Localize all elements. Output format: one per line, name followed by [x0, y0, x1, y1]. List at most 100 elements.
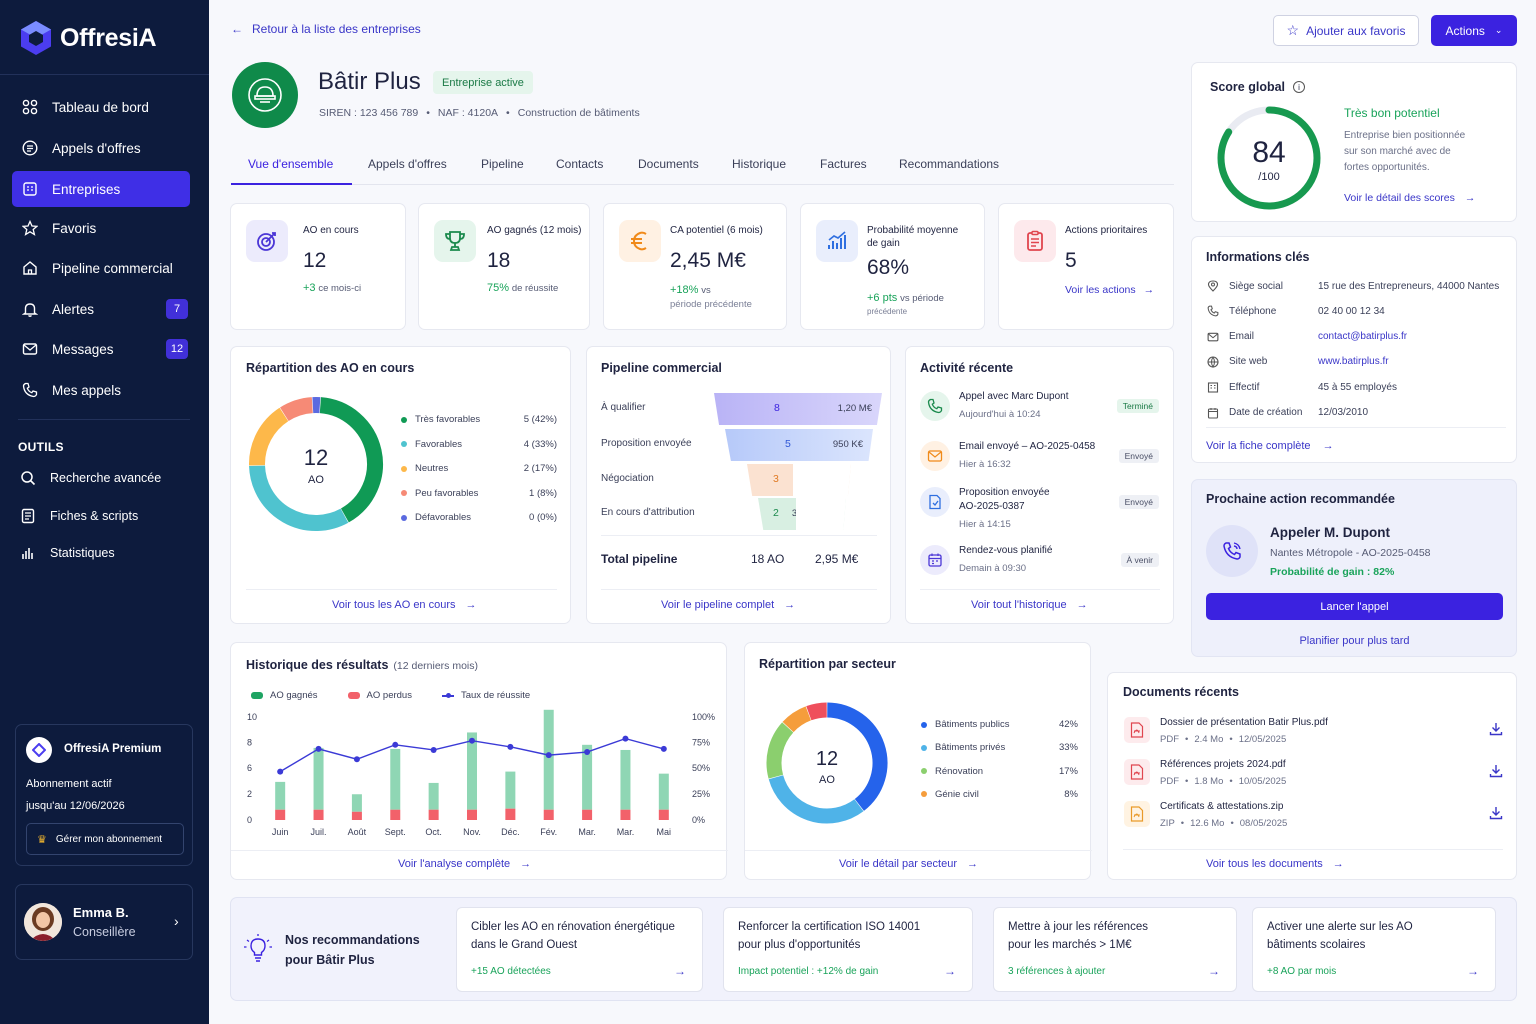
legend-dot: [921, 721, 927, 728]
download-icon[interactable]: [1489, 764, 1503, 781]
euro-icon: [619, 220, 661, 262]
document-name[interactable]: Références projets 2024.pdf: [1160, 759, 1286, 770]
recommendation-card[interactable]: Renforcer la certification ISO 14001 pour…: [723, 907, 973, 992]
tab[interactable]: Vue d'ensemble: [248, 157, 334, 171]
download-icon[interactable]: [1489, 806, 1503, 823]
next-action-probability: Probabilité de gain : 82%: [1270, 566, 1395, 578]
sidebar-item[interactable]: Pipeline commercial: [12, 250, 190, 286]
legend-value: 8%: [1064, 788, 1078, 800]
rate-point: [507, 743, 514, 750]
add-favorite-button[interactable]: ☆ Ajouter aux favoris: [1273, 15, 1419, 46]
crown-icon: ♛: [37, 833, 47, 846]
tab[interactable]: Appels d'offres: [368, 157, 447, 171]
tab[interactable]: Documents: [638, 157, 699, 171]
kpi-link[interactable]: Voir les actions →: [1065, 284, 1154, 296]
tab[interactable]: Pipeline: [481, 157, 524, 171]
arrow-right-icon: →: [1332, 858, 1344, 870]
user-profile-card[interactable]: Emma B. Conseillère ›: [15, 884, 193, 960]
info-value: 12/03/2010: [1318, 407, 1369, 418]
premium-expiry: jusqu'au 12/06/2026: [26, 800, 125, 812]
info-value[interactable]: www.batirplus.fr: [1318, 356, 1389, 368]
manage-subscription-button[interactable]: ♛ Gérer mon abonnement: [26, 823, 184, 855]
sidebar-item-label: Alertes: [52, 301, 95, 317]
legend-line-marker: [441, 692, 454, 698]
notification-badge: 7: [166, 299, 188, 319]
ao-distribution-title: Répartition des AO en cours: [246, 361, 415, 375]
actions-button[interactable]: Actions ⌄: [1431, 15, 1517, 46]
kpi-value: 5: [1065, 249, 1077, 272]
info-icon[interactable]: i: [1293, 81, 1306, 93]
bar-won: [313, 747, 324, 810]
sidebar-item[interactable]: Tableau de bord: [12, 89, 190, 125]
pipeline-stage-bar[interactable]: 3500 K€: [747, 464, 851, 496]
sidebar-item-label: Tableau de bord: [52, 99, 149, 115]
kpi-delta: +6 pts: [867, 292, 898, 304]
sidebar-item[interactable]: Appels d'offres: [12, 130, 190, 166]
all-documents-link[interactable]: Voir tous les documents →: [1206, 858, 1344, 870]
pipeline-stage-bar[interactable]: 2300 K€: [758, 498, 846, 530]
pipeline-full-link[interactable]: Voir le pipeline complet →: [661, 599, 795, 611]
tab[interactable]: Recommandations: [899, 157, 1000, 171]
bar-won: [428, 782, 439, 810]
info-value[interactable]: contact@batirplus.fr: [1318, 331, 1408, 343]
star-outline-icon: ☆: [1286, 22, 1300, 38]
phone-icon: [22, 382, 38, 398]
full-analysis-link[interactable]: Voir l'analyse complète →: [398, 858, 531, 870]
document-name[interactable]: Dossier de présentation Batir Plus.pdf: [1160, 717, 1328, 728]
download-icon[interactable]: [1489, 722, 1503, 739]
pipeline-stage-bar[interactable]: 8 1,20 M€: [714, 393, 882, 425]
all-ao-link[interactable]: Voir tous les AO en cours →: [332, 599, 477, 611]
schedule-later-link[interactable]: Planifier pour plus tard: [1299, 635, 1410, 647]
recommendation-card[interactable]: Mettre à jour les références pour les mar…: [993, 907, 1237, 992]
bar-won: [390, 748, 401, 810]
bar-lost: [351, 811, 362, 820]
calendar-icon: [1207, 407, 1219, 419]
activity-title[interactable]: Proposition envoyée: [959, 487, 1050, 498]
tool-item[interactable]: Fiches & scripts: [20, 508, 138, 524]
recommendation-card[interactable]: Cibler les AO en rénovation énergétique d…: [456, 907, 703, 992]
legend-value: 5 (42%): [523, 414, 557, 425]
score-gauge: [1217, 106, 1321, 210]
tab[interactable]: Historique: [732, 157, 787, 171]
back-link[interactable]: ← Retour à la liste des entreprises: [231, 22, 421, 36]
recommendation-card[interactable]: Activer une alerte sur les AO bâtiments s…: [1252, 907, 1496, 992]
activity-title[interactable]: Rendez-vous planifié: [959, 545, 1053, 556]
tab[interactable]: Factures: [820, 157, 867, 171]
tab[interactable]: Contacts: [556, 157, 604, 171]
sidebar-item[interactable]: Mes appels: [12, 372, 190, 408]
activity-title[interactable]: Appel avec Marc Dupont: [959, 391, 1069, 402]
y-tick-right: 0%: [692, 815, 705, 825]
kpi-value: 68%: [867, 256, 910, 279]
document-meta: PDF • 1.8 Mo • 10/05/2025: [1160, 776, 1287, 787]
activity-title[interactable]: Email envoyé – AO-2025-0458: [959, 441, 1096, 452]
sidebar-item[interactable]: Alertes 7: [12, 291, 190, 327]
home-icon: [22, 260, 38, 276]
pipeline-stage-bar[interactable]: 5 950 K€: [725, 429, 873, 461]
document-name[interactable]: Certificats & attestations.zip: [1160, 801, 1284, 812]
sidebar-item[interactable]: Messages 12: [12, 331, 190, 367]
activity-history-link[interactable]: Voir tout l'historique →: [971, 599, 1088, 611]
legend-dot: [921, 791, 927, 798]
pipeline-total-amount: 2,95 M€: [815, 552, 859, 566]
recommendation-meta: Impact potentiel : +12% de gain: [738, 966, 879, 977]
sidebar-item-label: Pipeline commercial: [52, 260, 173, 276]
bar-lost: [275, 809, 286, 820]
tool-item[interactable]: Statistiques: [20, 545, 115, 561]
sidebar-item[interactable]: Favoris: [12, 210, 190, 246]
kpi-subtext-line2: période précédente: [670, 299, 752, 310]
tool-item[interactable]: Recherche avancée: [20, 470, 161, 486]
legend-dot: [921, 744, 927, 751]
score-desc-line: Entreprise bien positionnée: [1344, 130, 1466, 141]
sector-detail-link[interactable]: Voir le détail par secteur →: [839, 858, 978, 870]
kpi-card: AO gagnés (12 mois) 18 75% de réussite: [418, 203, 590, 330]
sidebar-item[interactable]: Entreprises: [12, 171, 190, 207]
score-desc-line: fortes opportunités.: [1344, 162, 1430, 173]
sector-slice: [806, 702, 828, 721]
full-profile-link[interactable]: Voir la fiche complète →: [1206, 440, 1334, 452]
start-call-button[interactable]: Lancer l'appel: [1206, 593, 1503, 620]
legend-label: Taux de réussite: [460, 690, 531, 701]
y-tick-left: 10: [247, 712, 257, 722]
score-detail-link[interactable]: Voir le détail des scores →: [1344, 192, 1475, 204]
bar-won: [582, 744, 593, 810]
app-logo[interactable]: OffresiA: [20, 20, 157, 56]
